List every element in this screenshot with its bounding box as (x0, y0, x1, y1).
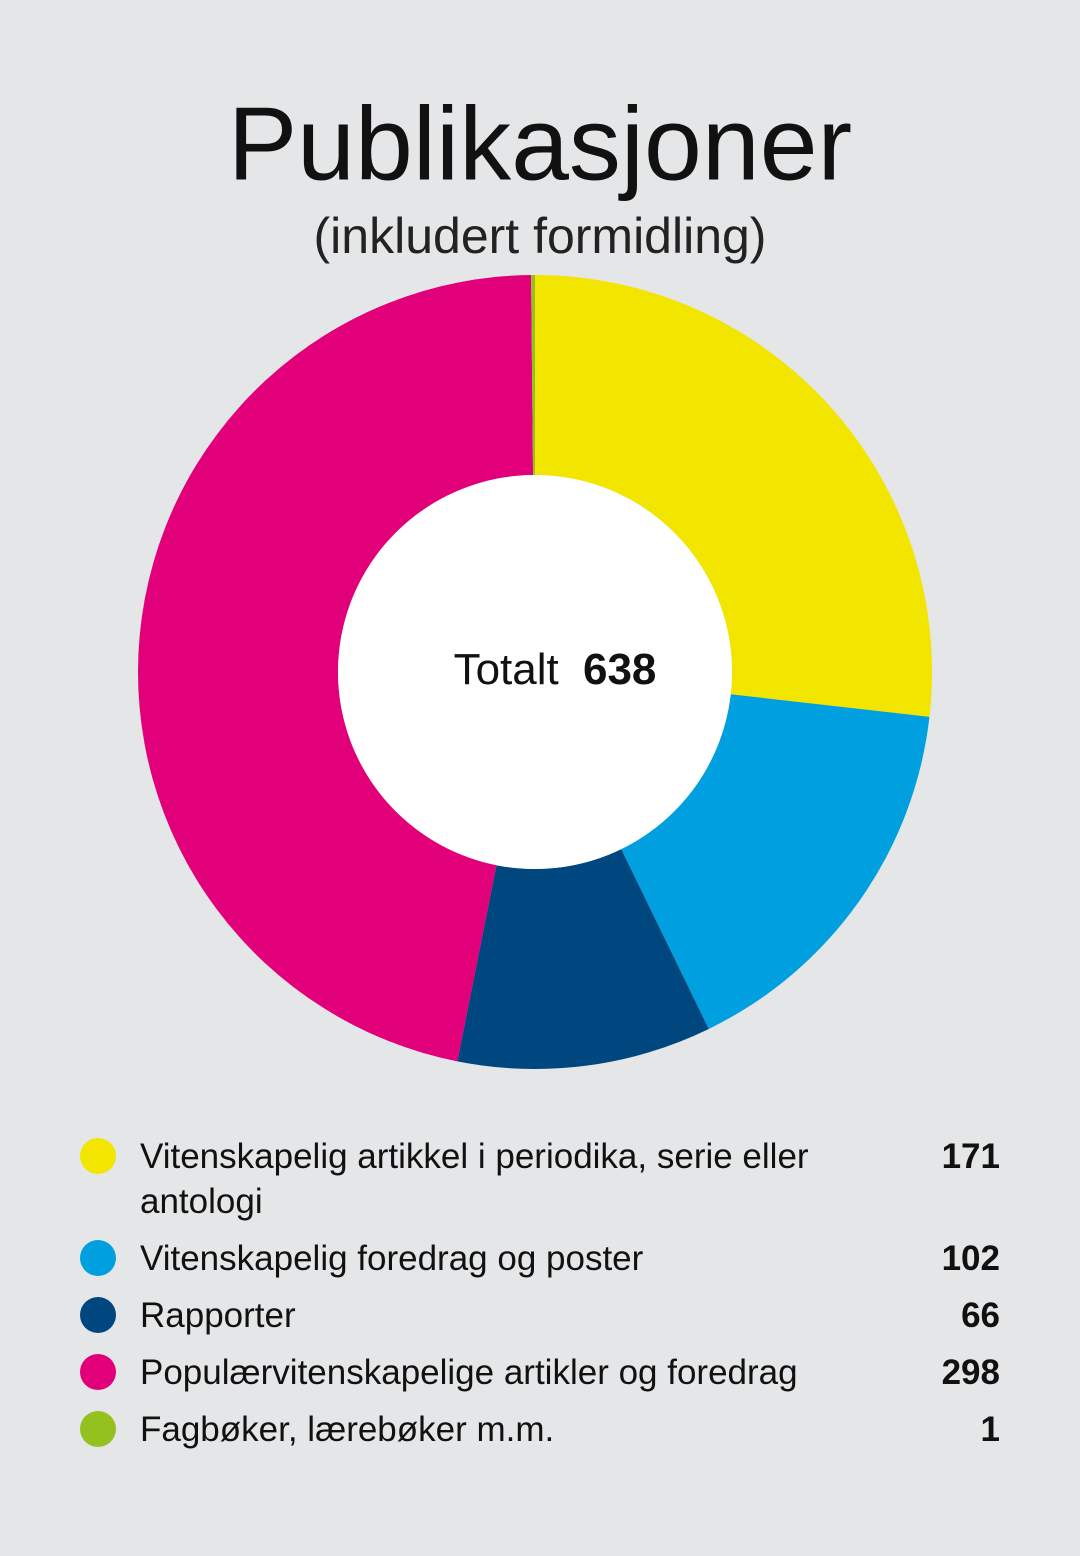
chart: Publikasjoner (inkludert formidling) Tot… (138, 86, 932, 1069)
chart-title: Publikasjoner (228, 86, 852, 202)
legend-marker (80, 1240, 116, 1276)
center-label: Totalt (454, 645, 559, 694)
donut-hole (338, 475, 732, 869)
legend-label: Populærvitenskapelige artikler og foredr… (140, 1353, 798, 1392)
legend-item: Populærvitenskapelige artikler og foredr… (80, 1350, 1000, 1395)
legend-item: Vitenskapelig foredrag og poster 102 (80, 1236, 1000, 1281)
legend-value: 171 (941, 1137, 1000, 1176)
legend-value: 1 (980, 1410, 1000, 1449)
legend-label: Rapporter (140, 1296, 296, 1335)
legend-item: Rapporter 66 (80, 1293, 1000, 1338)
legend-item: Vitenskapelig artikkel i periodika, seri… (80, 1134, 1000, 1224)
donut-slice (535, 275, 932, 717)
donut-slice (531, 275, 535, 476)
center-total: 638 (583, 645, 656, 694)
donut-slice (138, 275, 534, 1062)
legend: Vitenskapelig artikkel i periodika, seri… (80, 1134, 1000, 1464)
legend-label: Vitenskapelig foredrag og poster (140, 1239, 644, 1278)
legend-label: Fagbøker, lærebøker m.m. (140, 1410, 555, 1449)
legend-label: Vitenskapelig artikkel i periodika, seri… (140, 1137, 809, 1221)
legend-marker (80, 1138, 116, 1174)
legend-item: Fagbøker, lærebøker m.m. 1 (80, 1407, 1000, 1452)
legend-value: 102 (941, 1239, 1000, 1278)
donut-slice (457, 849, 709, 1069)
legend-value: 66 (961, 1296, 1000, 1335)
legend-marker (80, 1297, 116, 1333)
legend-marker (80, 1411, 116, 1447)
center-text: Totalt 638 (454, 645, 657, 694)
legend-marker (80, 1354, 116, 1390)
legend-value: 298 (941, 1353, 1000, 1392)
donut (138, 275, 932, 1069)
donut-slice (621, 694, 930, 1029)
chart-subtitle: (inkludert formidling) (314, 208, 767, 264)
